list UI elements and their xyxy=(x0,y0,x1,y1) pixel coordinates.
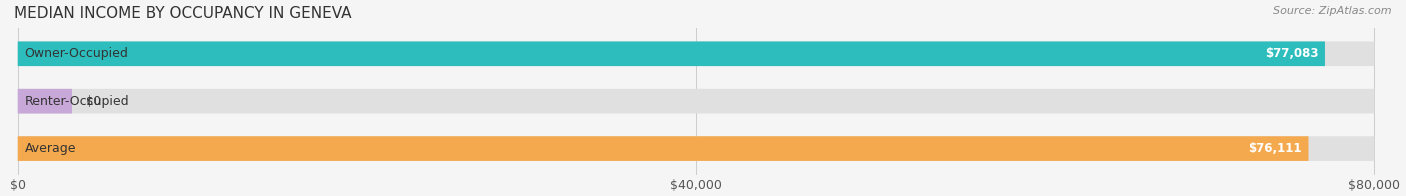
Text: $77,083: $77,083 xyxy=(1264,47,1319,60)
Text: Source: ZipAtlas.com: Source: ZipAtlas.com xyxy=(1274,6,1392,16)
FancyBboxPatch shape xyxy=(18,41,1324,66)
FancyBboxPatch shape xyxy=(18,41,1375,66)
Text: Owner-Occupied: Owner-Occupied xyxy=(24,47,128,60)
FancyBboxPatch shape xyxy=(18,136,1309,161)
FancyBboxPatch shape xyxy=(18,89,1375,113)
Text: $0: $0 xyxy=(86,95,100,108)
Text: $76,111: $76,111 xyxy=(1249,142,1302,155)
FancyBboxPatch shape xyxy=(18,89,72,113)
Text: Average: Average xyxy=(24,142,76,155)
Text: Renter-Occupied: Renter-Occupied xyxy=(24,95,129,108)
Text: MEDIAN INCOME BY OCCUPANCY IN GENEVA: MEDIAN INCOME BY OCCUPANCY IN GENEVA xyxy=(14,6,352,21)
FancyBboxPatch shape xyxy=(18,136,1375,161)
